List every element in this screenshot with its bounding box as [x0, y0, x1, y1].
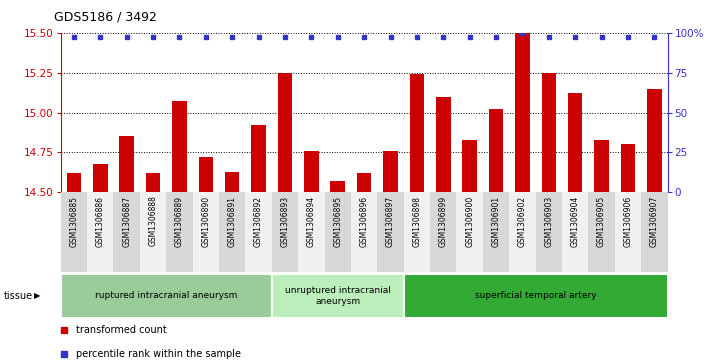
- Text: GSM1306900: GSM1306900: [466, 196, 474, 247]
- Bar: [140, 192, 166, 272]
- Bar: [166, 192, 193, 272]
- Bar: [246, 192, 272, 272]
- Bar: [114, 192, 140, 272]
- Text: GSM1306904: GSM1306904: [570, 196, 580, 247]
- Bar: [641, 192, 668, 272]
- Bar: [562, 192, 588, 272]
- Text: GSM1306890: GSM1306890: [201, 196, 211, 247]
- Bar: [198, 157, 213, 192]
- Text: GSM1306902: GSM1306902: [518, 196, 527, 247]
- Bar: [410, 74, 424, 192]
- Bar: [377, 192, 403, 272]
- Bar: [568, 93, 583, 192]
- Text: GSM1306895: GSM1306895: [333, 196, 342, 247]
- Bar: [357, 173, 371, 192]
- Text: GSM1306886: GSM1306886: [96, 196, 105, 246]
- Bar: [87, 192, 114, 272]
- Text: tissue: tissue: [4, 291, 33, 301]
- Bar: [61, 192, 87, 272]
- Text: GSM1306885: GSM1306885: [69, 196, 79, 246]
- Bar: [93, 164, 108, 192]
- Text: GSM1306888: GSM1306888: [149, 196, 158, 246]
- Text: GSM1306899: GSM1306899: [439, 196, 448, 247]
- Bar: [225, 172, 239, 192]
- Bar: [251, 125, 266, 192]
- Text: GSM1306889: GSM1306889: [175, 196, 184, 246]
- Text: GSM1306893: GSM1306893: [281, 196, 289, 247]
- Text: GSM1306891: GSM1306891: [228, 196, 237, 246]
- Bar: [383, 151, 398, 192]
- Bar: [536, 192, 562, 272]
- Text: GSM1306887: GSM1306887: [122, 196, 131, 246]
- Text: GSM1306901: GSM1306901: [491, 196, 501, 247]
- Text: GSM1306905: GSM1306905: [597, 196, 606, 247]
- Bar: [351, 192, 377, 272]
- Bar: [430, 192, 456, 272]
- Bar: [403, 192, 430, 272]
- Bar: [516, 33, 530, 192]
- Text: GSM1306897: GSM1306897: [386, 196, 395, 247]
- Bar: [119, 136, 134, 192]
- Bar: [542, 73, 556, 192]
- Text: ▶: ▶: [34, 291, 41, 300]
- Bar: [146, 173, 161, 192]
- Bar: [193, 192, 219, 272]
- Bar: [403, 274, 668, 318]
- Bar: [304, 151, 318, 192]
- Text: transformed count: transformed count: [76, 325, 166, 335]
- Bar: [489, 109, 503, 192]
- Bar: [456, 192, 483, 272]
- Bar: [272, 274, 403, 318]
- Bar: [66, 173, 81, 192]
- Bar: [620, 144, 635, 192]
- Bar: [331, 181, 345, 192]
- Bar: [483, 192, 509, 272]
- Text: percentile rank within the sample: percentile rank within the sample: [76, 349, 241, 359]
- Bar: [615, 192, 641, 272]
- Bar: [509, 192, 536, 272]
- Bar: [325, 192, 351, 272]
- Bar: [172, 101, 186, 192]
- Text: GSM1306894: GSM1306894: [307, 196, 316, 247]
- Bar: [272, 192, 298, 272]
- Bar: [588, 192, 615, 272]
- Text: unruptured intracranial
aneurysm: unruptured intracranial aneurysm: [285, 286, 391, 306]
- Text: superficial temporal artery: superficial temporal artery: [475, 291, 596, 300]
- Bar: [219, 192, 246, 272]
- Bar: [463, 140, 477, 192]
- Bar: [436, 97, 451, 192]
- Bar: [647, 89, 662, 192]
- Bar: [298, 192, 325, 272]
- Text: GDS5186 / 3492: GDS5186 / 3492: [54, 11, 156, 24]
- Bar: [594, 140, 609, 192]
- Text: ruptured intracranial aneurysm: ruptured intracranial aneurysm: [95, 291, 238, 300]
- Bar: [278, 73, 292, 192]
- Text: GSM1306896: GSM1306896: [360, 196, 368, 247]
- Text: GSM1306898: GSM1306898: [413, 196, 421, 246]
- Text: GSM1306903: GSM1306903: [544, 196, 553, 247]
- Text: GSM1306892: GSM1306892: [254, 196, 263, 246]
- Bar: [61, 274, 272, 318]
- Text: GSM1306906: GSM1306906: [623, 196, 633, 247]
- Text: GSM1306907: GSM1306907: [650, 196, 659, 247]
